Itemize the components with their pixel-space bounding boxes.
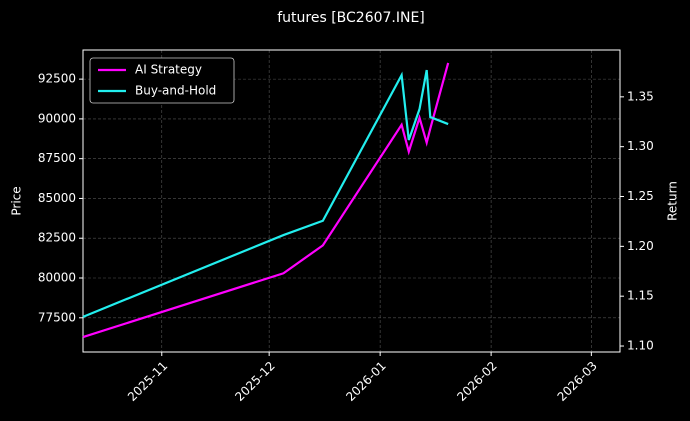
series-line — [82, 69, 449, 318]
y2-tick-label: 1.10 — [627, 339, 654, 353]
y-tick-label: 87500 — [38, 151, 76, 165]
y-tick-label: 90000 — [38, 111, 76, 125]
series-line — [82, 62, 450, 339]
y-tick-label: 82500 — [38, 231, 76, 245]
legend-label: Buy-and-Hold — [135, 84, 216, 98]
legend-label: AI Strategy — [135, 63, 202, 77]
y2-axis-label: Return — [666, 181, 680, 221]
y-axis-label: Price — [10, 186, 24, 215]
x-tick-label: 2025-11 — [125, 359, 170, 404]
y-tick-label: 85000 — [38, 191, 76, 205]
chart-title: futures [BC2607.INE] — [277, 10, 425, 26]
y2-tick-label: 1.15 — [627, 289, 654, 303]
y-tick-label: 77500 — [38, 310, 76, 324]
y2-tick-label: 1.35 — [627, 89, 654, 103]
x-tick-label: 2026-03 — [555, 359, 600, 404]
x-tick-label: 2026-02 — [454, 359, 499, 404]
y-tick-label: 80000 — [38, 271, 76, 285]
y-tick-label: 92500 — [38, 72, 76, 86]
x-tick-label: 2026-01 — [343, 359, 388, 404]
plot-frame — [82, 49, 621, 353]
y2-tick-label: 1.20 — [627, 239, 654, 253]
y2-tick-label: 1.25 — [627, 189, 654, 203]
y2-tick-label: 1.30 — [627, 139, 654, 153]
x-tick-label: 2025-12 — [232, 359, 277, 404]
